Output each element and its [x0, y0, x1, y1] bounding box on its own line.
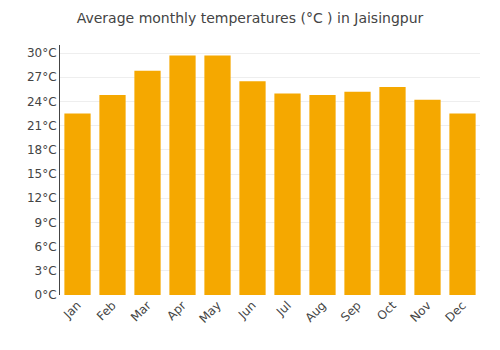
- svg-text:30°C: 30°C: [27, 46, 57, 60]
- svg-text:Feb: Feb: [94, 298, 119, 323]
- svg-text:Sep: Sep: [338, 298, 364, 324]
- svg-text:Nov: Nov: [407, 298, 433, 324]
- svg-text:Jul: Jul: [273, 298, 294, 319]
- svg-text:27°C: 27°C: [27, 70, 57, 84]
- svg-text:18°C: 18°C: [27, 143, 57, 157]
- svg-text:Aug: Aug: [302, 298, 328, 324]
- svg-text:Oct: Oct: [374, 298, 399, 323]
- svg-text:0°C: 0°C: [35, 288, 57, 302]
- svg-text:12°C: 12°C: [27, 191, 57, 205]
- svg-text:Jun: Jun: [235, 298, 259, 322]
- svg-text:3°C: 3°C: [35, 264, 57, 278]
- svg-text:Jan: Jan: [60, 298, 84, 322]
- svg-text:May: May: [196, 298, 223, 325]
- svg-text:Average monthly temperatures (: Average monthly temperatures (°C ) in Ja…: [77, 10, 424, 26]
- svg-text:9°C: 9°C: [35, 216, 57, 230]
- svg-text:Mar: Mar: [128, 298, 154, 324]
- svg-text:15°C: 15°C: [27, 167, 57, 181]
- svg-text:6°C: 6°C: [35, 240, 57, 254]
- svg-text:Dec: Dec: [443, 298, 469, 324]
- svg-text:Apr: Apr: [164, 298, 189, 323]
- svg-text:21°C: 21°C: [27, 119, 57, 133]
- svg-text:24°C: 24°C: [27, 95, 57, 109]
